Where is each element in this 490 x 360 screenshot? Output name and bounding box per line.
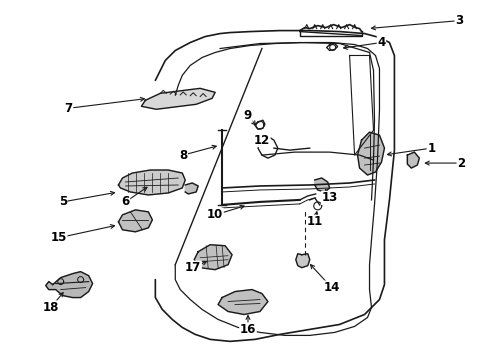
Text: 5: 5: [59, 195, 67, 208]
Polygon shape: [315, 178, 330, 192]
Polygon shape: [194, 245, 232, 270]
Polygon shape: [358, 132, 385, 175]
Text: 4: 4: [377, 36, 386, 49]
Polygon shape: [119, 170, 185, 195]
Text: 12: 12: [254, 134, 270, 147]
Text: 16: 16: [240, 323, 256, 336]
Text: 11: 11: [307, 215, 323, 228]
Polygon shape: [46, 272, 93, 298]
Text: 6: 6: [122, 195, 129, 208]
Text: 10: 10: [207, 208, 223, 221]
Text: 7: 7: [65, 102, 73, 115]
Text: 14: 14: [323, 281, 340, 294]
Text: 15: 15: [50, 231, 67, 244]
Polygon shape: [407, 152, 419, 168]
Polygon shape: [185, 183, 198, 194]
Text: 17: 17: [185, 261, 201, 274]
Polygon shape: [119, 210, 152, 232]
Polygon shape: [296, 254, 310, 268]
Text: 9: 9: [244, 109, 252, 122]
Text: 2: 2: [457, 157, 465, 170]
Text: 13: 13: [321, 192, 338, 204]
Polygon shape: [218, 289, 268, 315]
Text: 18: 18: [43, 301, 59, 314]
Text: 3: 3: [455, 14, 463, 27]
Text: 1: 1: [427, 141, 435, 155]
Polygon shape: [142, 88, 215, 109]
Text: 8: 8: [179, 149, 187, 162]
